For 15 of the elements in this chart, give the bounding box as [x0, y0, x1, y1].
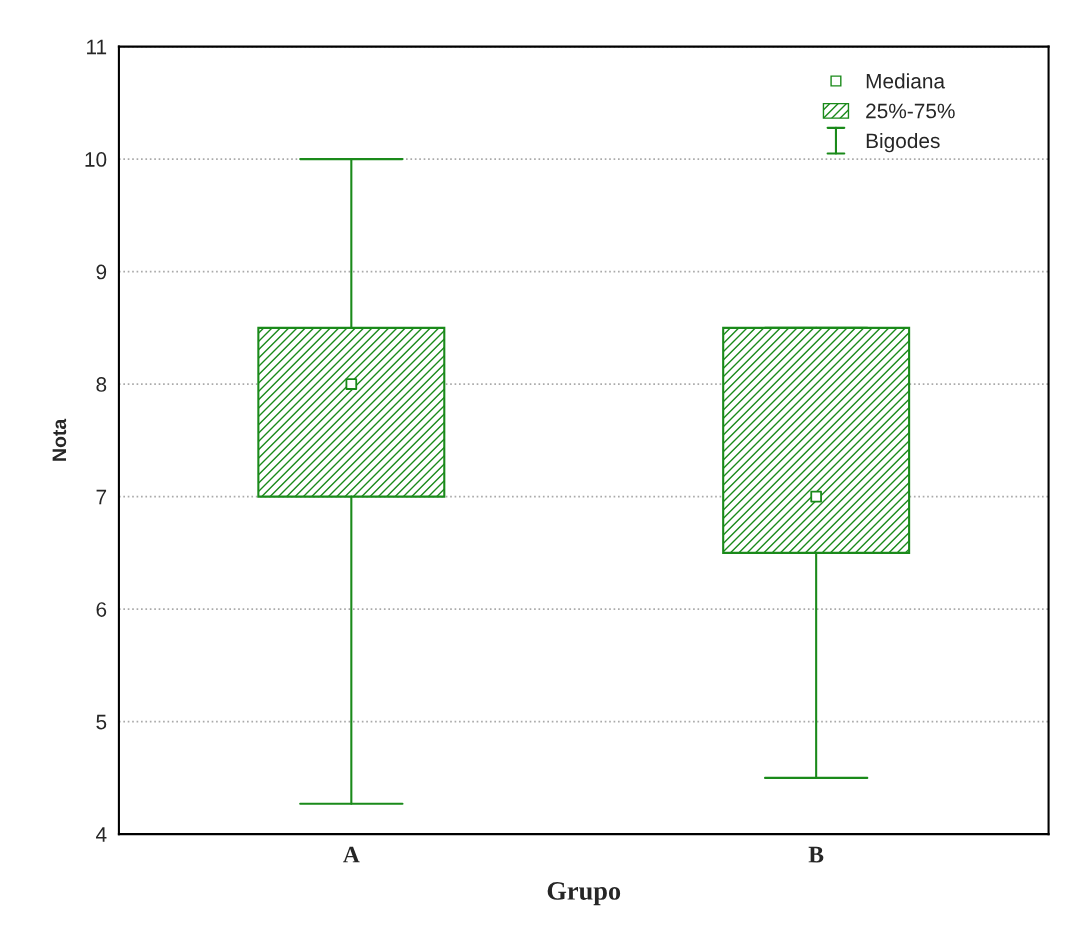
- x-axis-title: Grupo: [547, 882, 621, 906]
- y-axis-title: Nota: [52, 418, 67, 461]
- y-tick-label: 8: [96, 377, 107, 392]
- annotation: 25%-75%: [866, 103, 955, 119]
- annotation: Bigodes: [866, 132, 940, 153]
- y-tick-label: 4: [96, 827, 107, 842]
- x-tick-label: B: [808, 846, 824, 863]
- y-tick-label: 5: [96, 714, 107, 730]
- x-tick-label: A: [343, 846, 360, 863]
- y-tick-label: 11: [87, 39, 107, 55]
- y-tick-label: 10: [85, 152, 107, 167]
- y-tick-label: 6: [96, 602, 107, 617]
- y-tick-label: 7: [96, 489, 107, 505]
- annotation: Mediana: [866, 73, 946, 89]
- y-tick-label: 9: [96, 264, 107, 280]
